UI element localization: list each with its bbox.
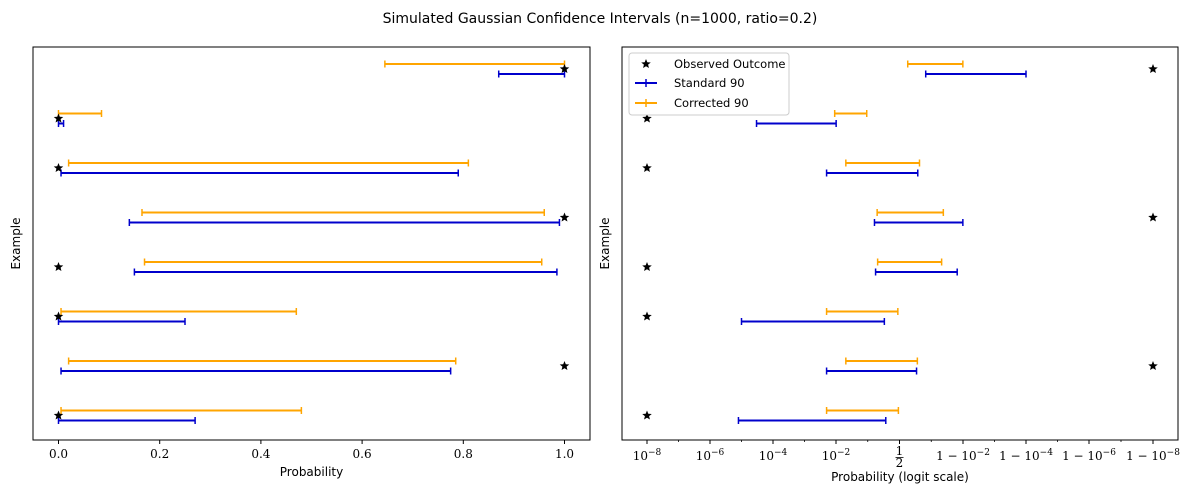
x-tick-label: 1 − 10−8 xyxy=(1126,448,1180,463)
figure-title: Simulated Gaussian Confidence Intervals … xyxy=(383,11,818,27)
legend-entry-label: Observed Outcome xyxy=(674,57,785,71)
observed-outcome-star xyxy=(1148,212,1158,222)
right-chart-panel: Example Probability (logit scale) 10−8 10−6… xyxy=(598,46,1180,484)
observed-outcome-star xyxy=(642,311,652,321)
observed-outcome-star xyxy=(53,113,64,123)
observed-outcome-star xyxy=(53,410,64,420)
observed-outcome-star xyxy=(642,410,652,420)
x-axis-label: Probability xyxy=(280,465,343,479)
legend: Observed Outcome Standard 90 Corrected 90 xyxy=(628,52,790,116)
x-tick-label: 10−6 xyxy=(696,448,725,463)
x-axis-label: Probability (logit scale) xyxy=(831,470,969,484)
y-axis-label: Example xyxy=(9,217,23,269)
x-tick-label: 0.8 xyxy=(454,447,473,461)
observed-outcome-star xyxy=(53,163,64,173)
x-tick-label: 10−2 xyxy=(822,448,851,463)
x-tick-label: 1 − 10−4 xyxy=(999,448,1053,463)
x-tick-label: 1 − 10−2 xyxy=(936,448,990,463)
observed-outcome-star xyxy=(642,163,652,173)
observed-outcome-star xyxy=(559,361,570,371)
x-tick-label: 10−8 xyxy=(633,448,662,463)
x-tick-label: 0.0 xyxy=(49,447,68,461)
legend-marker-observed xyxy=(641,59,651,69)
x-tick-label-numerator: 1 xyxy=(896,444,904,458)
observed-outcome-star xyxy=(53,262,64,272)
observed-outcome-star xyxy=(559,64,570,74)
observed-outcome-star xyxy=(559,212,570,222)
observed-outcome-star xyxy=(642,113,652,123)
x-tick-label: 10−4 xyxy=(759,448,788,463)
legend-entry-label: Corrected 90 xyxy=(674,96,749,110)
x-tick-label: 0.4 xyxy=(251,447,270,461)
legend-box xyxy=(628,52,790,116)
observed-outcome-star xyxy=(1148,64,1158,74)
left-chart-panel: Example Probability 0.0 0.2 0.4 0.6 0.8 1.0 xyxy=(9,46,591,479)
x-tick-label: 1.0 xyxy=(555,447,574,461)
x-tick-label: 0.6 xyxy=(353,447,372,461)
x-tick-label-denominator: 2 xyxy=(896,456,904,470)
x-tick-label: 1 − 10−6 xyxy=(1062,448,1116,463)
legend-entry-label: Standard 90 xyxy=(674,76,745,90)
observed-outcome-star xyxy=(53,311,64,321)
plot-area-frame xyxy=(32,46,591,441)
observed-outcome-star xyxy=(1148,361,1158,371)
x-tick-label: 0.2 xyxy=(150,447,169,461)
observed-outcome-star xyxy=(642,262,652,272)
y-axis-label: Example xyxy=(598,217,612,269)
